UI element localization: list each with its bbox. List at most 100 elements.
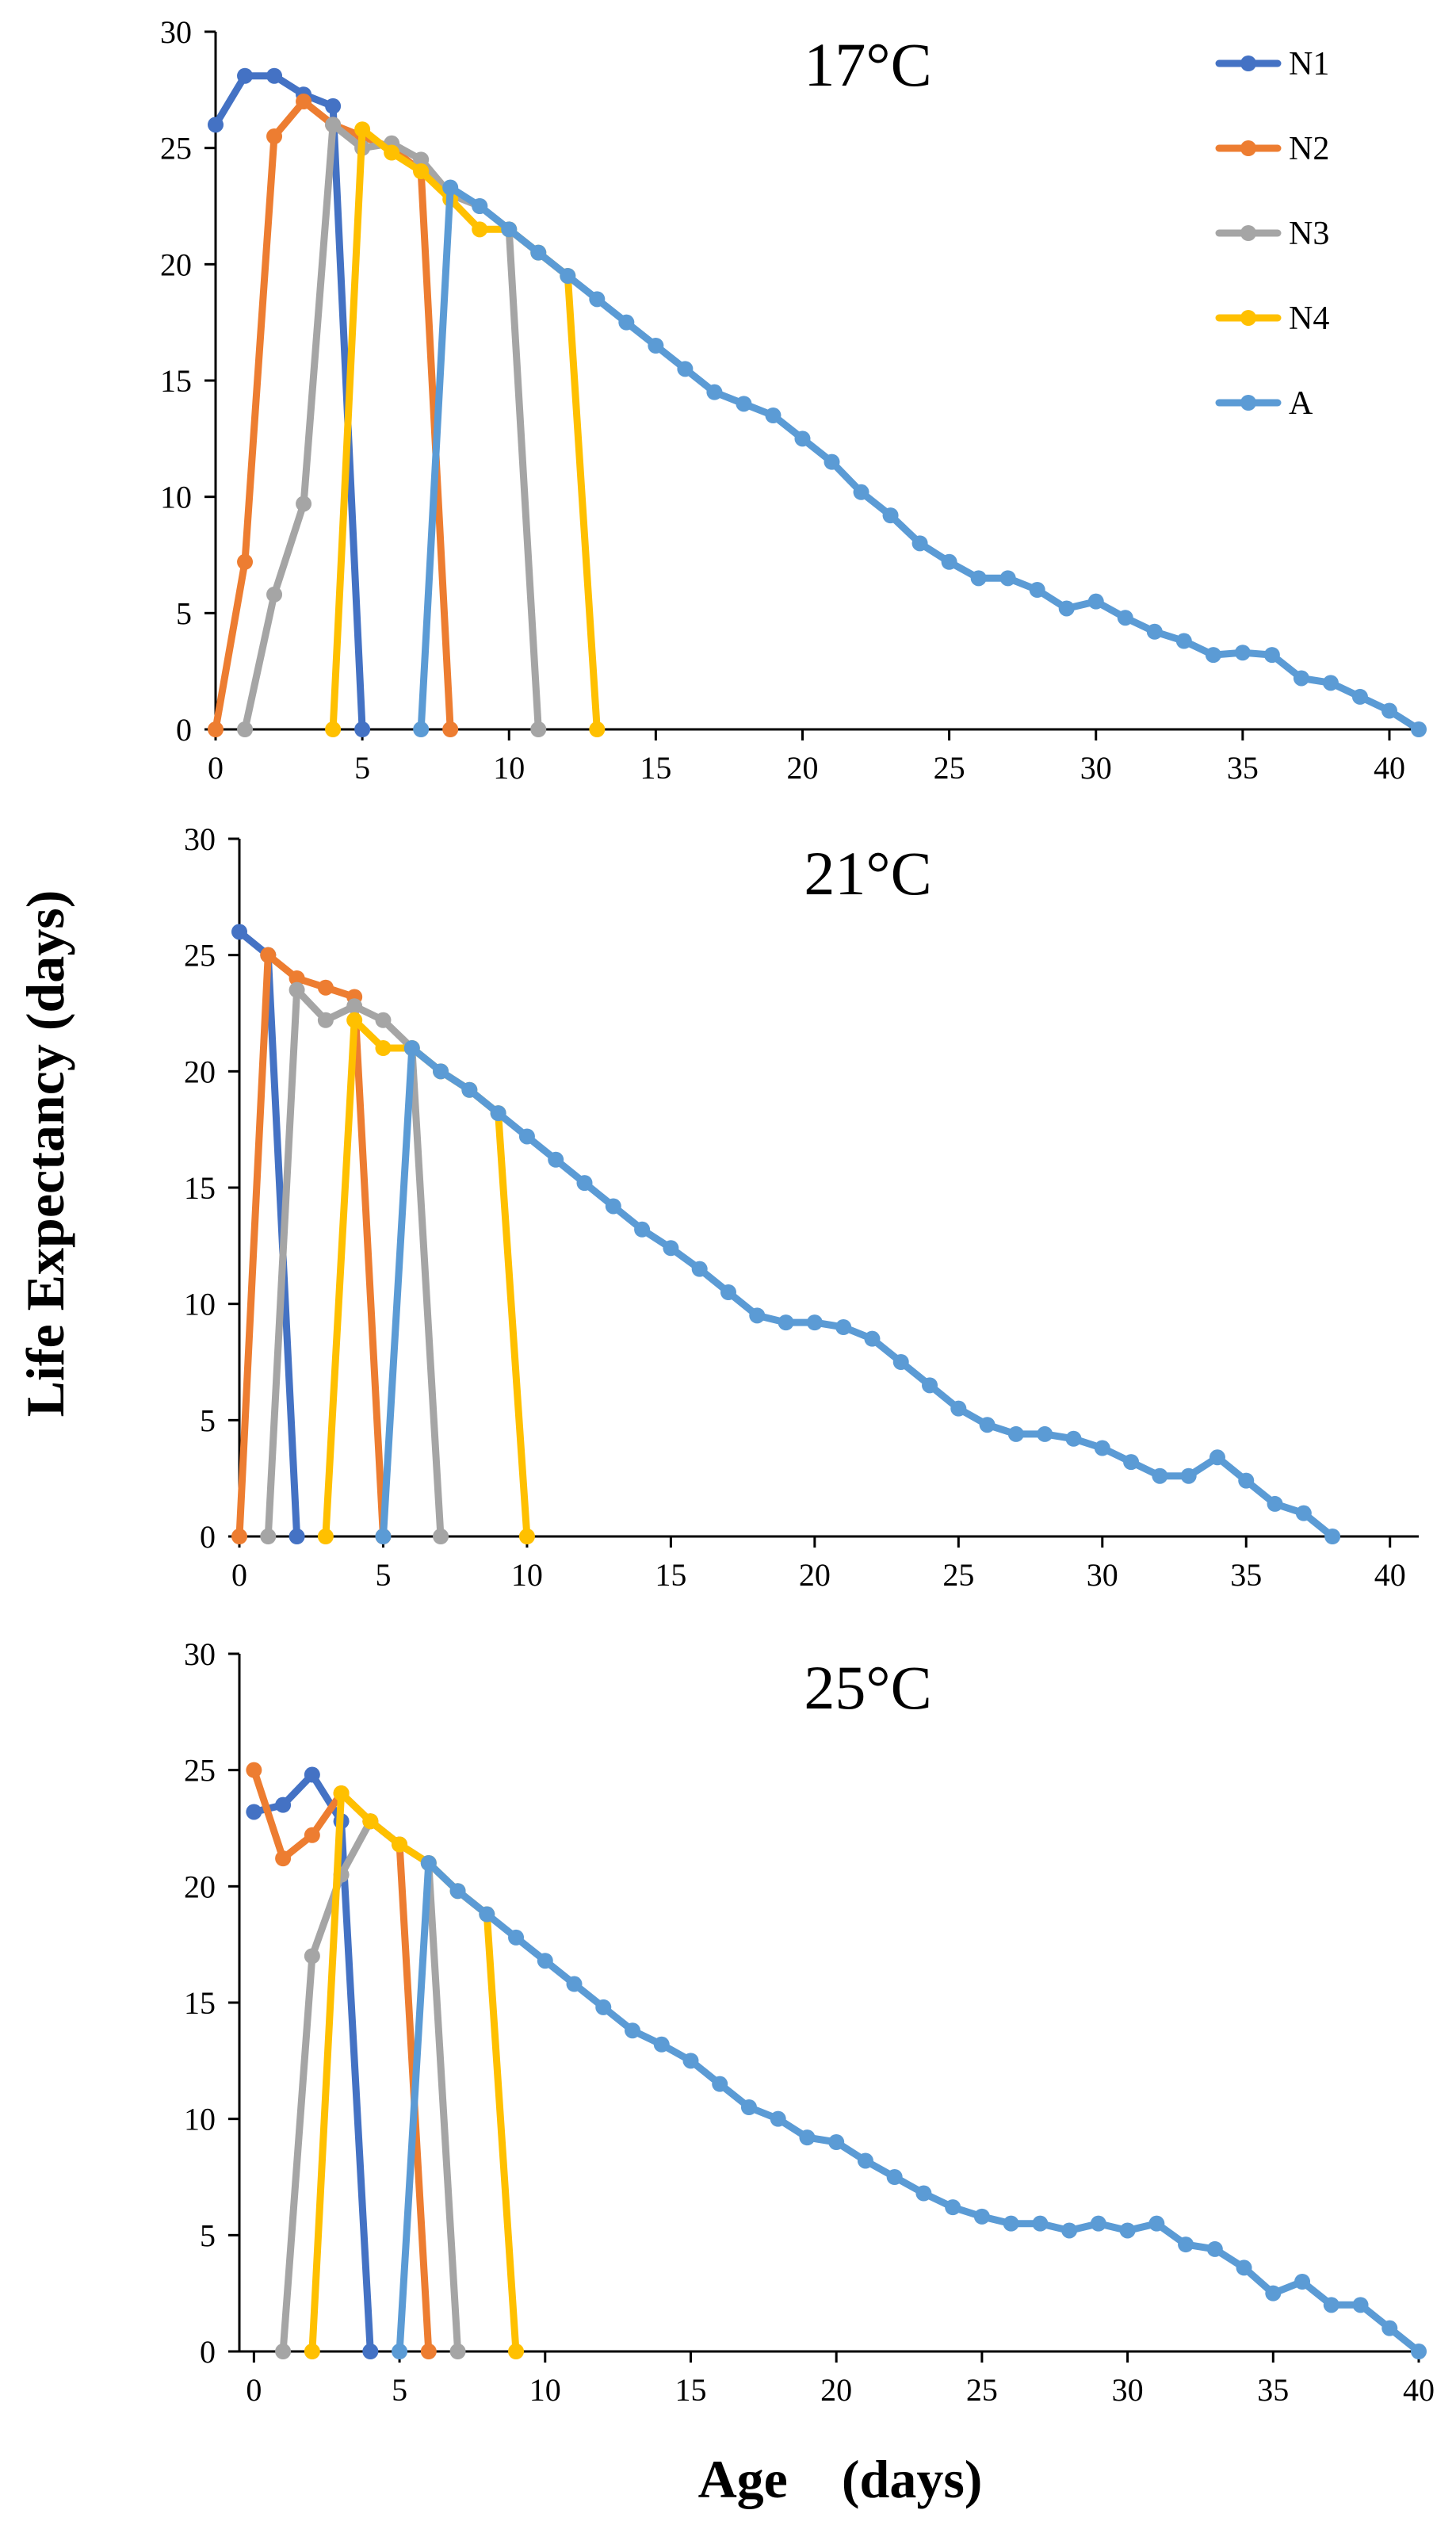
panel-3-series-a-point [1381, 2320, 1398, 2336]
panel-3-y-tick-label: 25 [184, 1753, 216, 1789]
panel-3-series-a-point [828, 2134, 845, 2150]
panel-3-series-a-point [479, 1906, 495, 1923]
panel-3-title: 25°C [804, 1653, 931, 1722]
panel-3-x-tick-label: 5 [392, 2372, 407, 2408]
panel-2-series-a-point [1094, 1440, 1110, 1456]
panel-2-series-n4-point [518, 1529, 535, 1544]
panel-2-series-a-point [720, 1284, 736, 1300]
panel-2-series-a-point [1180, 1467, 1197, 1484]
panel-1-series-n3-point [266, 586, 283, 603]
panel-1-series-a-point [442, 179, 459, 196]
panel-1-series-a-point [1263, 647, 1280, 664]
panel-1-y-tick-label: 10 [160, 480, 192, 515]
panel-2-x-tick-label: 35 [1230, 1557, 1262, 1593]
panel-1-series-n1-point [208, 117, 224, 133]
panel-2-series-n2-point [317, 979, 334, 996]
panel-2-x-tick-label: 0 [231, 1557, 247, 1593]
y-axis-title: Life Expectancy (days) [15, 890, 75, 1418]
panel-1-series-a-point [824, 453, 840, 470]
panel-1-series-a-point [501, 221, 518, 238]
panel-3-y-tick-label: 30 [184, 1636, 216, 1672]
panel-1-series-a-point [911, 535, 928, 552]
panel-3-series-a-point [945, 2199, 961, 2216]
panel-3-series-a-point [857, 2152, 873, 2169]
panel-3-series-a-point [1411, 2344, 1427, 2359]
panel-1-x-tick-label: 25 [934, 750, 965, 786]
panel-1-series-a-point [618, 314, 635, 331]
panel-3-series-a-point [595, 1999, 612, 2015]
panel-3-series-n2-point [420, 2344, 437, 2359]
panel-3-y-tick-label: 5 [200, 2217, 216, 2253]
panel-3-series-a-point [537, 1953, 553, 1969]
panel-3-series-n1-point [362, 2344, 379, 2359]
panel-1-series-n2-point [266, 128, 283, 144]
legend-label-n4: N4 [1289, 300, 1329, 337]
panel-2-series-a-point [490, 1105, 506, 1122]
panel-1-series-a-point [1058, 600, 1075, 617]
panel-1-x-tick-label: 20 [786, 750, 818, 786]
legend-marker-a [1240, 395, 1256, 411]
panel-2-y-tick-label: 10 [184, 1287, 216, 1322]
panel-1-series-a-point [1117, 610, 1133, 626]
panel-3-series-n3-point [275, 2344, 292, 2359]
panel-1-series-a-point [736, 396, 752, 412]
panel-1-title: 17°C [804, 30, 931, 99]
panel-2-series-a-point [950, 1400, 967, 1417]
panel-1-y-tick-label: 0 [176, 712, 192, 748]
panel-1-series-a-point [706, 384, 723, 400]
panel-1-series-n3-point [530, 721, 547, 737]
panel-2-series-a-point [403, 1040, 420, 1056]
panel-2-title: 21°C [804, 839, 931, 908]
panel-2-series-a-point [433, 1063, 449, 1080]
panel-1-y-tick-label: 20 [160, 247, 192, 282]
panel-2-x-tick-label: 25 [942, 1557, 974, 1593]
panel-2-x-tick-label: 10 [511, 1557, 543, 1593]
panel-1-series-n2-line [212, 98, 454, 733]
panel-1-series-a-point [999, 570, 1016, 587]
panel-2-series-a-point [576, 1175, 593, 1192]
panel-3-series-a-point [799, 2129, 816, 2146]
panel-1-x-tick-label: 35 [1227, 750, 1259, 786]
panel-3-x-tick-label: 0 [246, 2372, 262, 2408]
panel-3-x-tick-label: 40 [1403, 2372, 1435, 2408]
panel-2-series-n3-point [375, 1012, 392, 1028]
panel-1-series-a-point [1293, 670, 1309, 687]
panel-2-series-n4-point [346, 1012, 363, 1028]
panel-2-series-n4-point [317, 1529, 334, 1544]
panel-1-series-a-point [794, 430, 811, 447]
panel-2-y-tick-label: 20 [184, 1054, 216, 1089]
panel-1-x-tick-label: 30 [1080, 750, 1112, 786]
panel-1-series-a-point [413, 721, 430, 737]
panel-2-series-a-point [691, 1261, 708, 1277]
panel-2-series-a-line [380, 1044, 1336, 1540]
panel-2-series-a-point [1209, 1449, 1225, 1466]
panel-1-series-a-point [1381, 702, 1397, 719]
panel-3-series-n3-line [279, 1817, 462, 2355]
panel-3-series-n2-point [304, 1827, 320, 1843]
panel-3-series-a-point [1294, 2274, 1311, 2290]
panel-2-series-n1-point [231, 924, 247, 940]
panel-3-series-a-point [1090, 2215, 1106, 2232]
panel-2-x-tick-label: 40 [1374, 1557, 1406, 1593]
panel-1-series-a-point [530, 244, 547, 261]
panel-1-x-tick-label: 40 [1374, 750, 1405, 786]
panel-2-x-tick-label: 5 [375, 1557, 391, 1593]
panel-1-series-n4-point [384, 144, 400, 161]
panel-3-series-n1-point [275, 1796, 292, 1813]
panel-2-series-a-point [1267, 1495, 1283, 1512]
panel-1-series-n4-point [325, 721, 342, 737]
panel-3-x-tick-label: 20 [820, 2372, 852, 2408]
panel-3-series-a-point [449, 1883, 466, 1900]
panel-2-series-a-point [1238, 1472, 1255, 1489]
panel-3-y-tick-label: 20 [184, 1869, 216, 1904]
panel-3-series-a-point [420, 1855, 437, 1871]
panel-1-series-a-point [1029, 582, 1045, 598]
panel-1-series-n4-line [329, 125, 601, 733]
panel-2-series-n2-point [231, 1529, 247, 1544]
panel-2-series-a-point [605, 1198, 621, 1215]
panel-1-x-tick-label: 0 [208, 750, 224, 786]
panel-3-series-a-line [396, 1859, 1423, 2355]
panel-3-series-n2-point [275, 1850, 292, 1867]
panel-1-series-n1-point [354, 721, 371, 737]
